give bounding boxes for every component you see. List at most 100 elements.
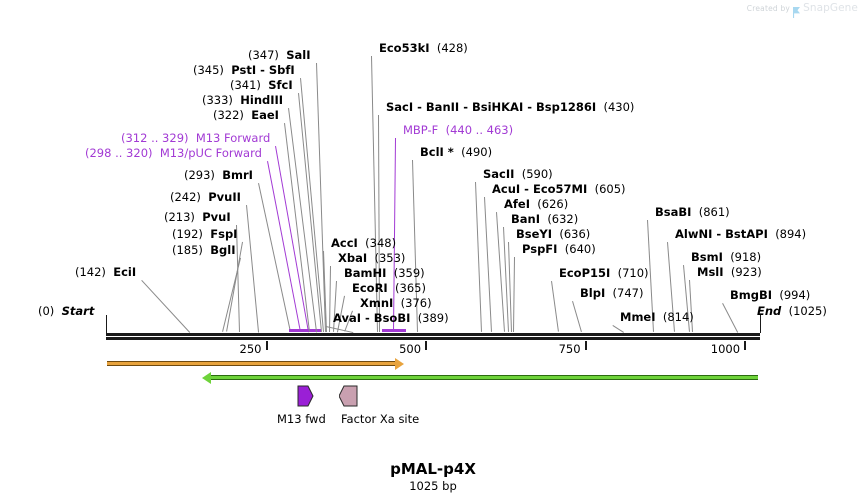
site-label[interactable]: BsmI (918) bbox=[691, 250, 762, 264]
site-position: (322) bbox=[213, 108, 244, 122]
site-leader-line bbox=[572, 301, 582, 333]
site-position: (185) bbox=[172, 243, 203, 257]
site-leader-line bbox=[689, 280, 693, 333]
site-name: BanI bbox=[511, 212, 540, 226]
site-label[interactable]: (142) EciI bbox=[75, 265, 137, 279]
site-name: XmnI bbox=[360, 296, 394, 310]
site-label[interactable]: Eco53kI (428) bbox=[379, 41, 468, 55]
site-label[interactable]: (298 .. 320) M13/pUC Forward bbox=[85, 147, 262, 160]
site-position: (192) bbox=[172, 227, 203, 241]
site-name: PvuII bbox=[208, 190, 241, 204]
site-position: (430) bbox=[603, 100, 635, 114]
site-label[interactable]: MBP-F (440 .. 463) bbox=[403, 123, 514, 137]
site-label[interactable]: BseYI (636) bbox=[516, 227, 590, 241]
start-position: (0) bbox=[38, 304, 55, 318]
site-position: (590) bbox=[521, 167, 553, 181]
site-position: (605) bbox=[594, 182, 626, 196]
site-position: (632) bbox=[547, 212, 579, 226]
site-name: BmrI bbox=[222, 168, 253, 182]
site-position: (312 .. 329) bbox=[121, 131, 189, 145]
site-label[interactable]: EcoRI (365) bbox=[352, 281, 426, 295]
site-position: (814) bbox=[662, 310, 694, 324]
site-label[interactable]: BmgBI (994) bbox=[730, 289, 810, 302]
feature-pentagon-icon bbox=[339, 385, 358, 407]
site-label[interactable]: AccI (348) bbox=[331, 236, 397, 250]
ruler-tick bbox=[425, 341, 428, 350]
site-leader-line bbox=[329, 265, 331, 332]
feature-arrow-head bbox=[202, 372, 211, 384]
watermark-brand-label: SnapGene bbox=[803, 2, 858, 14]
site-label[interactable]: PspFI (640) bbox=[522, 243, 596, 256]
site-label[interactable]: BclI * (490) bbox=[420, 145, 492, 159]
site-name: BseYI bbox=[516, 227, 553, 241]
site-label[interactable]: (345) PstI - SbfI bbox=[193, 63, 295, 77]
site-name: FspI bbox=[210, 227, 238, 241]
site-label[interactable]: (347) SalI bbox=[248, 49, 311, 62]
site-label[interactable]: (242) PvuII bbox=[170, 190, 241, 204]
backbone-line-bottom bbox=[106, 337, 760, 340]
site-name: BclI * bbox=[420, 145, 454, 159]
site-name: BamHI bbox=[344, 266, 387, 280]
site-position: (440 .. 463) bbox=[445, 123, 514, 137]
site-label[interactable]: BsaBI (861) bbox=[655, 205, 730, 219]
end-name: End bbox=[757, 304, 782, 318]
site-label[interactable]: EcoP15I (710) bbox=[559, 267, 649, 280]
site-label[interactable]: MmeI (814) bbox=[620, 310, 694, 324]
site-label[interactable]: XbaI (353) bbox=[338, 251, 405, 265]
site-position: (365) bbox=[395, 281, 426, 295]
site-leader-line bbox=[551, 281, 559, 333]
site-label[interactable]: (312 .. 329) M13 Forward bbox=[121, 131, 270, 145]
site-label[interactable]: AlwNI - BstAPI (894) bbox=[675, 228, 806, 241]
site-label[interactable]: SacII (590) bbox=[483, 167, 553, 181]
ruler-tick-label: 500 bbox=[399, 342, 422, 356]
ruler-end-label: End (1025) bbox=[757, 304, 827, 318]
feature-arrow-body bbox=[107, 361, 395, 366]
site-label[interactable]: SacI - BanII - BsiHKAI - Bsp1286I (430) bbox=[386, 100, 635, 114]
feature-label: M13 fwd bbox=[277, 412, 326, 426]
site-name: BglI bbox=[210, 243, 236, 257]
site-position: (918) bbox=[730, 250, 762, 264]
site-name: MmeI bbox=[620, 310, 656, 324]
site-name: EciI bbox=[113, 265, 137, 279]
site-label[interactable]: (293) BmrI bbox=[184, 168, 253, 182]
site-label[interactable]: BanI (632) bbox=[511, 212, 579, 226]
site-leader-line bbox=[513, 256, 515, 332]
site-label[interactable]: (213) PvuI bbox=[164, 211, 231, 224]
site-name: MslI bbox=[697, 265, 724, 279]
site-position: (861) bbox=[698, 205, 730, 219]
site-position: (142) bbox=[75, 265, 106, 279]
ruler-start-label: (0) Start bbox=[38, 304, 95, 318]
site-label[interactable]: (333) HindIII bbox=[202, 93, 284, 107]
start-name: Start bbox=[61, 304, 95, 318]
site-label[interactable]: XmnI (376) bbox=[360, 296, 432, 310]
site-position: (341) bbox=[230, 78, 261, 92]
site-label[interactable]: MslI (923) bbox=[697, 265, 762, 279]
site-position: (345) bbox=[193, 63, 224, 77]
primer-range-bar bbox=[297, 329, 321, 332]
site-leader-line bbox=[475, 182, 482, 333]
site-position: (428) bbox=[436, 41, 468, 55]
site-name: BlpI bbox=[580, 286, 606, 300]
site-name: XbaI bbox=[338, 251, 368, 265]
site-name: AccI bbox=[331, 236, 358, 250]
site-position: (389) bbox=[417, 311, 449, 325]
site-name: AfeI bbox=[504, 197, 530, 211]
site-name: EaeI bbox=[251, 108, 279, 122]
site-label[interactable]: AfeI (626) bbox=[504, 197, 568, 211]
site-label[interactable]: (192) FspI bbox=[172, 227, 238, 241]
watermark-created-label: Created by bbox=[746, 3, 791, 13]
site-position: (348) bbox=[365, 236, 397, 250]
site-label[interactable]: BlpI (747) bbox=[580, 286, 643, 300]
ruler-tick bbox=[744, 341, 747, 350]
ruler-end-cap bbox=[760, 315, 761, 333]
site-label[interactable]: (322) EaeI bbox=[213, 108, 279, 122]
site-label[interactable]: AcuI - Eco57MI (605) bbox=[492, 182, 626, 196]
site-label[interactable]: BamHI (359) bbox=[344, 266, 425, 280]
site-name: Eco53kI bbox=[379, 41, 430, 55]
site-leader-line bbox=[612, 325, 624, 333]
site-name: HindIII bbox=[240, 93, 284, 107]
site-label[interactable]: (341) SfcI bbox=[230, 78, 293, 92]
site-label[interactable]: AvaI - BsoBI (389) bbox=[333, 311, 449, 325]
end-position: (1025) bbox=[788, 304, 827, 318]
site-label[interactable]: (185) BglI bbox=[172, 243, 236, 257]
